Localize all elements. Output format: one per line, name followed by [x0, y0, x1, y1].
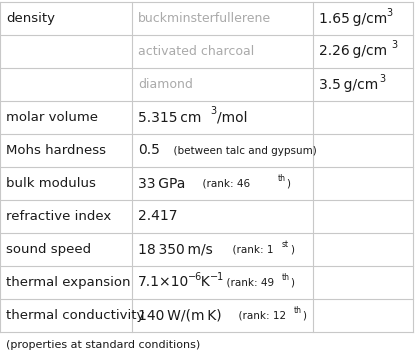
Text: (properties at standard conditions): (properties at standard conditions) — [6, 340, 200, 350]
Text: /mol: /mol — [217, 111, 247, 125]
Text: 33 GPa: 33 GPa — [138, 177, 186, 191]
Text: 0.5: 0.5 — [138, 144, 160, 158]
Text: st: st — [282, 240, 289, 249]
Text: 3.5 g/cm: 3.5 g/cm — [319, 78, 378, 92]
Text: ): ) — [302, 311, 306, 321]
Text: (between talc and gypsum): (between talc and gypsum) — [167, 145, 317, 155]
Text: refractive index: refractive index — [6, 210, 111, 223]
Text: (rank: 49: (rank: 49 — [220, 278, 274, 288]
Text: activated charcoal: activated charcoal — [138, 45, 254, 58]
Text: K: K — [198, 275, 210, 289]
Text: buckminsterfullerene: buckminsterfullerene — [138, 12, 271, 25]
Text: th: th — [278, 174, 286, 183]
Text: 3: 3 — [379, 74, 385, 84]
Text: bulk modulus: bulk modulus — [6, 177, 96, 190]
Text: 18 350 m/s: 18 350 m/s — [138, 242, 213, 256]
Text: thermal expansion: thermal expansion — [6, 276, 130, 289]
Text: ): ) — [290, 244, 294, 255]
Text: th: th — [294, 306, 302, 315]
Text: 3: 3 — [386, 8, 392, 18]
Text: Mohs hardness: Mohs hardness — [6, 144, 106, 157]
Text: −6: −6 — [188, 271, 202, 281]
Text: ): ) — [286, 178, 290, 188]
Text: 1.65 g/cm: 1.65 g/cm — [319, 11, 387, 25]
Text: sound speed: sound speed — [6, 243, 91, 256]
Text: ): ) — [290, 278, 294, 288]
Text: 3: 3 — [210, 107, 216, 117]
Text: th: th — [282, 273, 290, 282]
Text: diamond: diamond — [138, 78, 193, 91]
Text: molar volume: molar volume — [6, 111, 98, 124]
Text: thermal conductivity: thermal conductivity — [6, 309, 144, 322]
Text: (rank: 46: (rank: 46 — [196, 178, 250, 188]
Text: 7.1×10: 7.1×10 — [138, 275, 189, 289]
Text: (rank: 1: (rank: 1 — [226, 244, 273, 255]
Text: density: density — [6, 12, 55, 25]
Text: 2.417: 2.417 — [138, 210, 178, 224]
Text: 3: 3 — [391, 41, 397, 51]
Text: −1: −1 — [210, 271, 224, 281]
Text: 140 W/(m K): 140 W/(m K) — [138, 308, 222, 322]
Text: (rank: 12: (rank: 12 — [232, 311, 286, 321]
Text: 5.315 cm: 5.315 cm — [138, 111, 201, 125]
Text: 2.26 g/cm: 2.26 g/cm — [319, 45, 387, 59]
